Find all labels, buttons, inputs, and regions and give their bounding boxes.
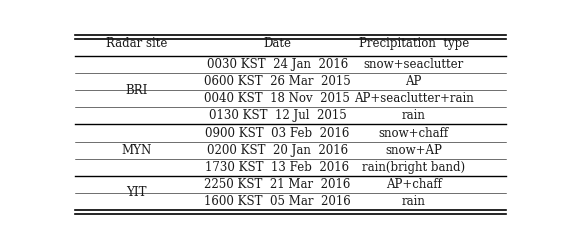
Text: snow+seaclutter: snow+seaclutter [363,58,464,71]
Text: 0130 KST  12 Jul  2015: 0130 KST 12 Jul 2015 [209,109,346,122]
Text: 0030 KST  24 Jan  2016: 0030 KST 24 Jan 2016 [207,58,348,71]
Text: Date: Date [264,37,291,50]
Text: Radar site: Radar site [106,37,167,50]
Text: 0900 KST  03 Feb  2016: 0900 KST 03 Feb 2016 [205,127,350,139]
Text: 2250 KST  21 Mar  2016: 2250 KST 21 Mar 2016 [204,178,350,191]
Text: MYN: MYN [122,144,152,156]
Text: rain: rain [401,109,426,122]
Text: rain: rain [401,195,426,208]
Text: 1600 KST  05 Mar  2016: 1600 KST 05 Mar 2016 [204,195,351,208]
Text: snow+AP: snow+AP [385,144,442,156]
Text: AP+seaclutter+rain: AP+seaclutter+rain [354,92,473,105]
Text: rain(bright band): rain(bright band) [362,161,465,174]
Text: YIT: YIT [126,186,147,199]
Text: 1730 KST  13 Feb  2016: 1730 KST 13 Feb 2016 [205,161,349,174]
Text: 0040 KST  18 Nov  2015: 0040 KST 18 Nov 2015 [205,92,350,105]
Text: BRI: BRI [126,84,148,97]
Text: snow+chaff: snow+chaff [379,127,448,139]
Text: 0200 KST  20 Jan  2016: 0200 KST 20 Jan 2016 [207,144,348,156]
Text: AP: AP [405,75,422,88]
Text: Precipitation  type: Precipitation type [358,37,469,50]
Text: AP+chaff: AP+chaff [386,178,442,191]
Text: 0600 KST  26 Mar  2015: 0600 KST 26 Mar 2015 [204,75,351,88]
